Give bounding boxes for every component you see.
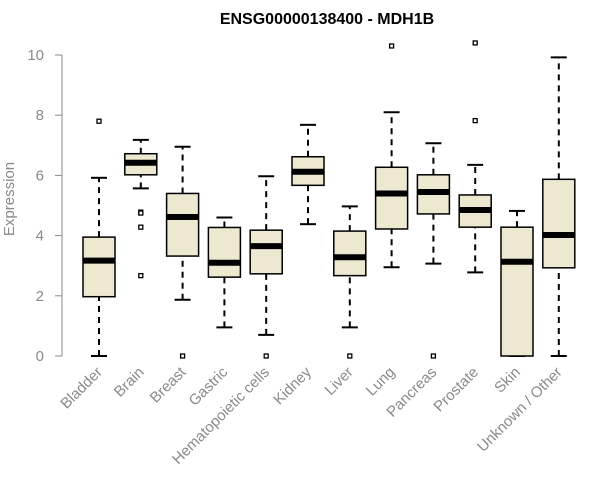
box-group-10 <box>500 209 534 357</box>
outlier-point <box>388 43 395 49</box>
box-group-9 <box>458 40 492 274</box>
box-group-7 <box>374 43 409 269</box>
box-group-3 <box>207 216 242 329</box>
outlier-point <box>472 40 478 46</box>
box-group-2 <box>165 145 200 359</box>
boxes-layer <box>82 40 576 359</box>
y-axis-label: Expression <box>1 162 18 236</box>
outlier-point <box>138 272 144 279</box>
y-tick-label: 4 <box>36 228 44 245</box>
y-tick-label: 0 <box>36 348 44 365</box>
outlier-point <box>138 210 144 216</box>
box-group-5 <box>291 123 325 226</box>
outlier-point <box>263 353 269 359</box>
box-iqr <box>500 226 534 357</box>
box-iqr <box>374 166 409 230</box>
x-tick-label: Breast <box>147 363 190 406</box>
chart-title: ENSG00000138400 - MDH1B <box>220 11 434 28</box>
y-tick-label: 6 <box>36 167 44 184</box>
y-tick-label: 2 <box>36 288 44 305</box>
outlier-point <box>430 353 437 359</box>
box-iqr <box>207 226 242 278</box>
box-iqr <box>333 230 367 277</box>
outlier-point <box>472 117 478 124</box>
x-tick-label: Lung <box>363 364 399 400</box>
box-group-4 <box>249 175 283 359</box>
x-tick-label: Prostate <box>430 364 482 416</box>
outlier-point <box>96 118 102 124</box>
box-group-1 <box>124 138 158 279</box>
y-tick-label: 10 <box>27 47 44 64</box>
outlier-point <box>179 353 186 359</box>
box-group-8 <box>416 142 451 359</box>
outlier-point <box>347 353 353 359</box>
box-iqr <box>249 229 283 275</box>
x-tick-label: Bladder <box>57 364 106 413</box>
box-iqr <box>165 192 200 257</box>
y-axis: 0 2 4 6 8 10 <box>27 47 63 365</box>
x-tick-label: Liver <box>322 364 357 399</box>
box-group-6 <box>333 205 367 359</box>
outlier-point <box>138 224 144 230</box>
y-tick-label: 8 <box>36 107 44 124</box>
x-tick-label: Brain <box>111 364 148 401</box>
box-group-0 <box>82 118 116 357</box>
x-tick-label: Kidney <box>270 363 315 408</box>
x-tick-label: Skin <box>491 364 524 397</box>
box-iqr <box>82 236 116 298</box>
box-group-11 <box>542 56 576 357</box>
box-iqr <box>542 178 576 269</box>
